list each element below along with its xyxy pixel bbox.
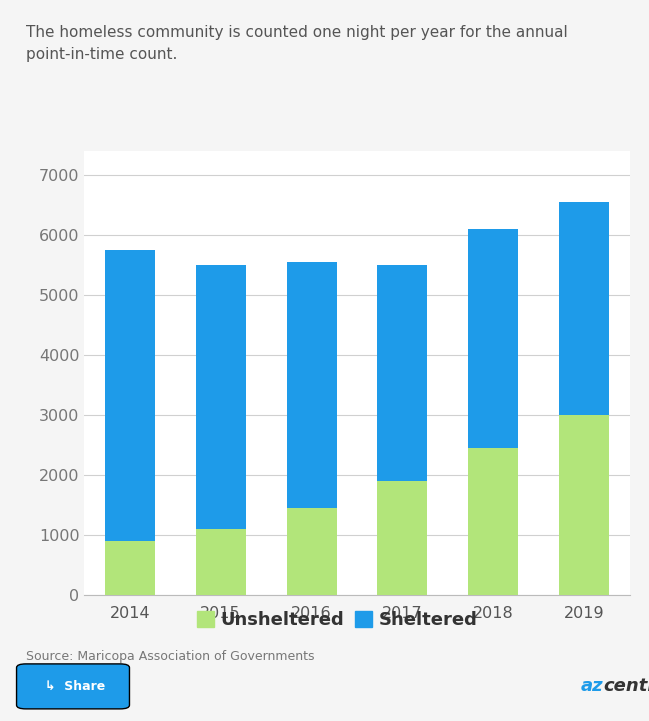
Bar xyxy=(378,265,428,481)
Bar xyxy=(559,203,609,415)
Text: az: az xyxy=(581,678,604,695)
Bar xyxy=(105,250,154,541)
Text: Source: Maricopa Association of Governments: Source: Maricopa Association of Governme… xyxy=(26,650,315,663)
Bar xyxy=(559,415,609,595)
Bar xyxy=(287,262,337,508)
Bar xyxy=(378,481,428,595)
Text: The homeless community is counted one night per year for the annual
point-in-tim: The homeless community is counted one ni… xyxy=(26,25,568,63)
Legend: Unsheltered, Sheltered: Unsheltered, Sheltered xyxy=(190,604,485,637)
Bar xyxy=(105,541,154,595)
FancyBboxPatch shape xyxy=(17,664,129,709)
Bar xyxy=(469,448,518,595)
Text: central.: central. xyxy=(604,678,649,695)
Bar xyxy=(196,529,245,595)
Bar xyxy=(196,265,245,529)
Bar xyxy=(469,229,518,448)
Text: ↳  Share: ↳ Share xyxy=(45,680,105,693)
Bar xyxy=(287,508,337,595)
